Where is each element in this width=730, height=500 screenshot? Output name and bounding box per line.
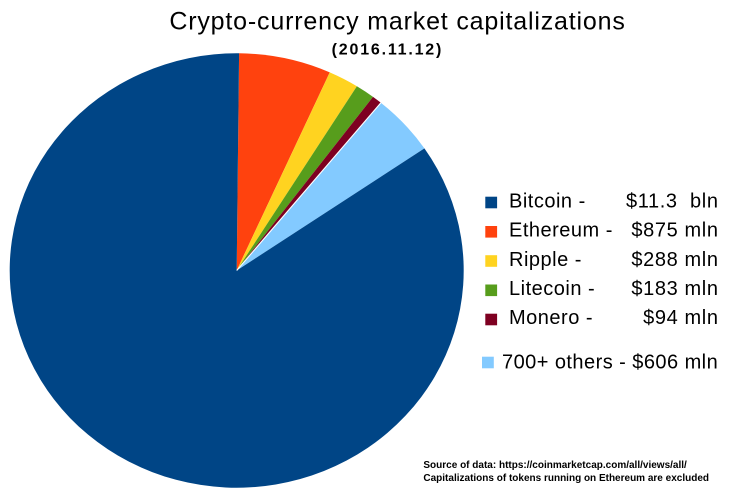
svg-text:$94 mln: $94 mln: [643, 307, 719, 329]
svg-text:700+ others - $606 mln: 700+ others - $606 mln: [502, 352, 718, 374]
svg-text:$288 mln: $288 mln: [631, 249, 718, 271]
svg-text:(2016.11.12): (2016.11.12): [332, 42, 443, 59]
svg-text:Source of data: https://coinma: Source of data: https://coinmarketcap.co…: [423, 460, 687, 471]
svg-text:$875 mln: $875 mln: [631, 220, 718, 242]
svg-text:Bitcoin -: Bitcoin -: [509, 190, 586, 212]
svg-text:Ethereum -: Ethereum -: [509, 220, 613, 242]
svg-text:Crypto-currency market capital: Crypto-currency market capitalizations: [169, 8, 625, 36]
svg-text:$11.3 bln: $11.3 bln: [626, 190, 719, 212]
svg-text:$183 mln: $183 mln: [631, 278, 718, 300]
svg-text:Litecoin -: Litecoin -: [509, 278, 595, 300]
svg-text:Ripple -: Ripple -: [509, 249, 582, 271]
svg-text:Capitalizations of tokens runn: Capitalizations of tokens running on Eth…: [423, 473, 709, 484]
svg-text:Monero -: Monero -: [509, 307, 593, 329]
